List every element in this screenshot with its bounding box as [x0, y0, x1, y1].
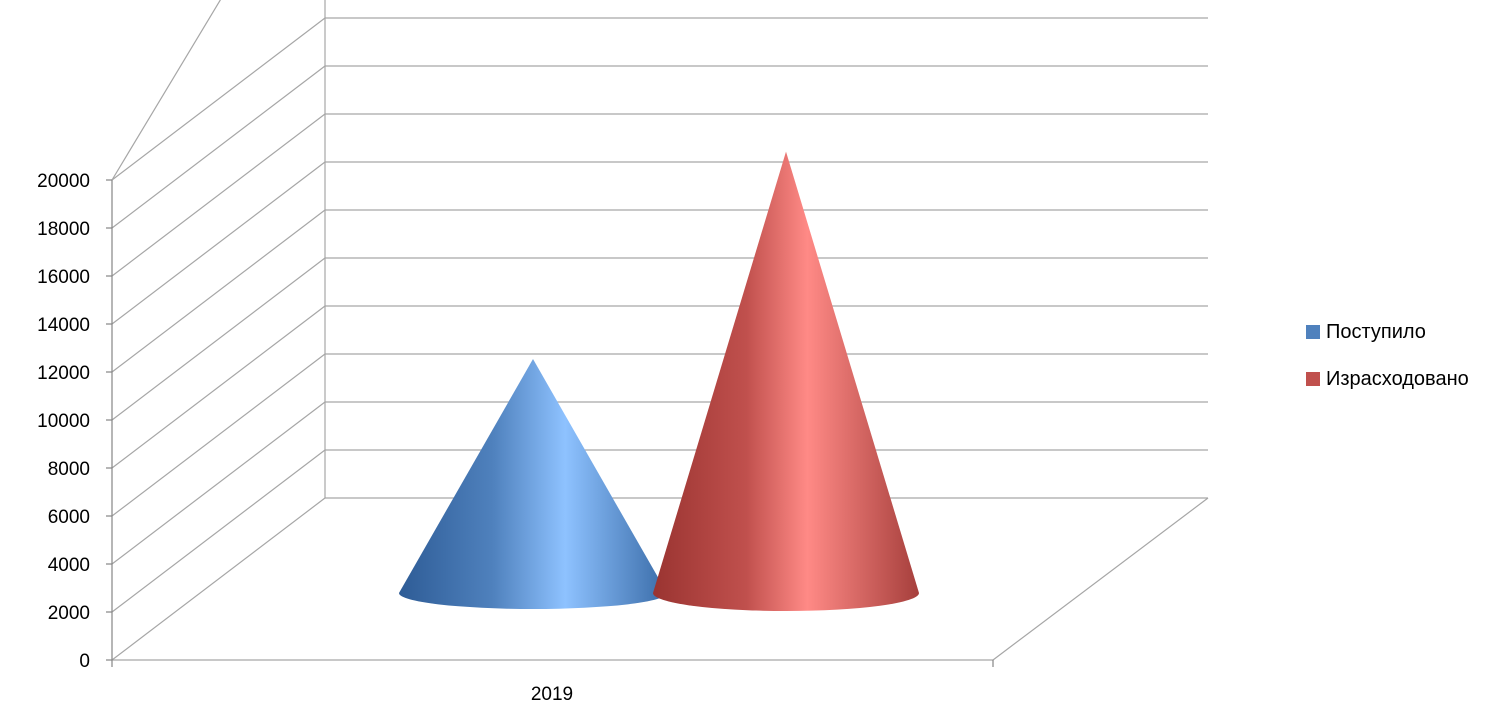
- legend-swatch-spent: [1306, 372, 1320, 386]
- y-tick-label: 6000: [48, 507, 90, 528]
- y-tick-label: 18000: [37, 219, 90, 240]
- legend-swatch-supplied: [1306, 325, 1320, 339]
- floor-right-edge: [992, 497, 1209, 661]
- y-tick-label: 16000: [37, 267, 90, 288]
- side-gridline: [111, 353, 326, 517]
- side-gridline: [111, 161, 326, 325]
- side-gridline: [111, 113, 326, 277]
- y-tick-label: 0: [79, 651, 90, 672]
- y-tick-label: 20000: [37, 171, 90, 192]
- cone-supplied: [399, 359, 667, 609]
- x-tick-label: 2019: [531, 684, 573, 705]
- y-tick-label: 14000: [37, 315, 90, 336]
- y-tick-label: 12000: [37, 363, 90, 384]
- side-gridline: [111, 17, 326, 181]
- side-gridline: [111, 209, 326, 373]
- legend-label-spent: Израсходовано: [1326, 367, 1469, 390]
- y-tick-label: 10000: [37, 411, 90, 432]
- y-tick-label: 4000: [48, 555, 90, 576]
- legend-label-supplied: Поступило: [1326, 320, 1426, 343]
- side-gridline: [111, 401, 326, 565]
- y-axis: 0 2000 4000 6000 8000 10000 12000 14000 16000 180…: [37, 171, 994, 705]
- y-tick-label: 2000: [48, 603, 90, 624]
- side-gridline: [111, 65, 326, 229]
- legend-item-spent: Израсходовано: [1306, 367, 1469, 391]
- side-top-edge: [111, 0, 222, 181]
- side-gridline: [111, 449, 326, 613]
- chart-walls: [111, 0, 1209, 661]
- floor-left-edge: [111, 497, 326, 661]
- y-tick-label: 8000: [48, 459, 90, 480]
- legend-item-supplied: Поступило: [1306, 320, 1469, 344]
- legend: Поступило Израсходовано: [1306, 320, 1469, 414]
- side-gridline: [111, 257, 326, 421]
- chart-marks: [399, 151, 919, 611]
- side-gridline: [111, 305, 326, 469]
- cone-spent: [653, 151, 919, 611]
